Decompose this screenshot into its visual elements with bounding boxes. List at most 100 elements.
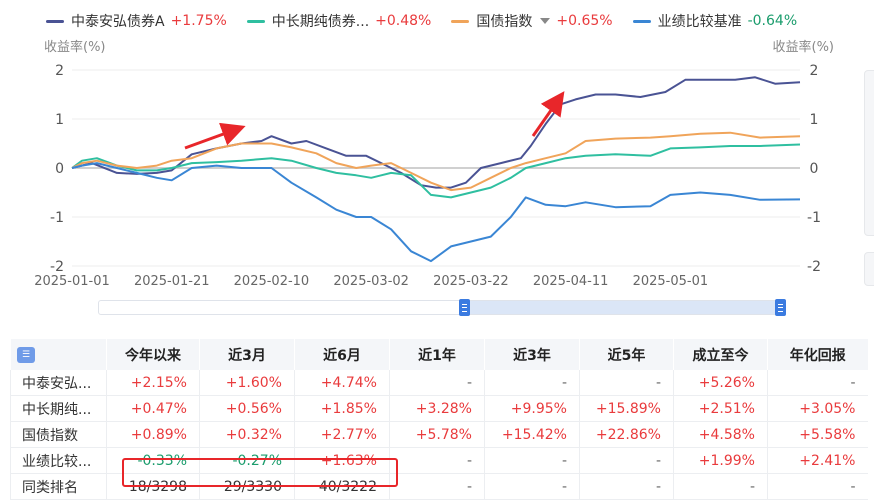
table-cell: - xyxy=(484,447,580,474)
column-header: 近1年 xyxy=(389,339,485,370)
series-line xyxy=(71,143,801,199)
table-row: 业绩比较... -0.33% -0.27% +1.63% - - - +1.99% +2.41% xyxy=(10,447,868,474)
legend-swatch xyxy=(246,19,265,23)
y-axis-title-right: 收益率(%) xyxy=(773,39,835,55)
table-row: 同类排名 18/3298 29/3330 40/3222- - - - - xyxy=(10,473,868,500)
legend-value: +1.75% xyxy=(170,13,227,29)
table-cell: +5.58% xyxy=(767,421,868,448)
table-row: 中长期纯... +0.47% +0.56% +1.85% +3.28% +9.95% +15… xyxy=(10,395,868,422)
table-header-row: ☰ 今年以来 近3月 近6月 近1年 近3年 近5年 成立至今 年化回报 xyxy=(10,339,868,370)
date-range-slider[interactable] xyxy=(98,299,786,316)
table-cell: - xyxy=(484,370,580,396)
row-label: 中泰安弘... xyxy=(10,370,107,396)
table-cell: +0.32% xyxy=(199,421,295,448)
x-tick-label: 2025-04-11 xyxy=(533,274,609,289)
table-row: 中泰安弘... +2.15% +1.60% +4.74% - - - +5.26% - xyxy=(10,370,868,396)
legend-item[interactable]: 业绩比较基准 -0.64% xyxy=(632,11,798,31)
y-tick-label-left: -1 xyxy=(50,210,64,226)
annotation-arrow-1 xyxy=(184,122,246,150)
y-tick-label-left: 1 xyxy=(55,112,64,128)
table-cell: - xyxy=(673,473,768,500)
table-cell: +9.95% xyxy=(484,395,580,422)
side-panel-tab-secondary[interactable] xyxy=(864,252,874,286)
legend-swatch xyxy=(46,19,64,23)
legend-value: -0.64% xyxy=(747,13,798,29)
table-cell: 40/3222 xyxy=(294,473,390,500)
chart-legend: 中泰安弘债券A +1.75% 中长期纯债券... +0.48% 国债指数 +0.65% 业绩… xyxy=(46,8,817,34)
y-tick-label-left: -2 xyxy=(50,259,64,275)
table-cell: +15.42% xyxy=(484,421,580,448)
caret-down-icon[interactable] xyxy=(540,18,551,24)
y-tick-label-right: -2 xyxy=(807,259,821,275)
table-cell: +2.51% xyxy=(673,395,768,422)
table-cell: +1.63% xyxy=(294,447,390,474)
y-axis-title-left: 收益率(%) xyxy=(44,39,106,55)
table-cell: - xyxy=(767,473,868,500)
series-line xyxy=(71,131,801,192)
legend-value: +0.48% xyxy=(375,13,432,29)
table-cell: +1.60% xyxy=(199,370,295,396)
table-cell: +22.86% xyxy=(579,421,674,448)
y-tick-label-right: -1 xyxy=(807,210,821,226)
table-cell: +0.47% xyxy=(106,395,200,422)
y-tick-label-left: 2 xyxy=(55,63,64,79)
table-cell: - xyxy=(389,447,485,474)
slider-selected-range xyxy=(465,301,781,314)
legend-item[interactable]: 国债指数 +0.65% xyxy=(451,11,613,31)
x-tick-label: 2025-05-01 xyxy=(633,274,709,289)
table-cell: +5.26% xyxy=(673,370,768,396)
row-label: 业绩比较... xyxy=(10,447,107,474)
x-tick-label: 2025-01-21 xyxy=(134,274,210,289)
series-line xyxy=(71,162,801,263)
table-cell: - xyxy=(389,370,485,396)
side-panel-tab[interactable] xyxy=(864,70,874,236)
table-cell: +2.15% xyxy=(106,370,200,396)
row-label: 中长期纯... xyxy=(10,395,107,422)
column-header: 成立至今 xyxy=(673,339,768,370)
table-cell: +2.41% xyxy=(767,447,868,474)
legend-swatch xyxy=(451,19,470,23)
y-tick-label-right: 2 xyxy=(810,63,819,79)
table-cell: - xyxy=(389,473,485,500)
legend-value: +0.65% xyxy=(556,13,613,29)
column-header: 近5年 xyxy=(579,339,674,370)
table-cell: +0.89% xyxy=(106,421,200,448)
table-cell: +1.85% xyxy=(294,395,390,422)
table-settings-icon[interactable]: ☰ xyxy=(17,346,35,363)
performance-table: ☰ 今年以来 近3月 近6月 近1年 近3年 近5年 成立至今 年化回报 中泰安弘... +2.… xyxy=(10,339,868,500)
legend-label: 业绩比较基准 xyxy=(657,14,742,30)
legend-item[interactable]: 中长期纯债券... +0.48% xyxy=(246,11,432,31)
column-header: 近3年 xyxy=(484,339,580,370)
table-cell: - xyxy=(579,473,674,500)
table-corner[interactable]: ☰ xyxy=(10,339,107,370)
x-tick-label: 2025-03-02 xyxy=(333,274,409,289)
column-header: 近6月 xyxy=(294,339,390,370)
legend-item[interactable]: 中泰安弘债券A +1.75% xyxy=(46,11,227,31)
table-cell: +5.78% xyxy=(389,421,485,448)
table-row: 国债指数 +0.89% +0.32% +2.77% +5.78% +15.42% +22.8… xyxy=(10,421,868,448)
x-tick-label: 2025-03-22 xyxy=(433,274,509,289)
slider-right-handle[interactable] xyxy=(775,299,786,316)
y-tick-label-left: 0 xyxy=(55,161,64,177)
table-cell: -0.33% xyxy=(106,447,200,474)
legend-swatch xyxy=(632,19,651,23)
annotation-arrow-2 xyxy=(531,91,565,137)
table-cell: - xyxy=(579,447,674,474)
slider-left-handle[interactable] xyxy=(459,299,470,316)
table-cell: +3.05% xyxy=(767,395,868,422)
legend-label: 中长期纯债券... xyxy=(271,14,370,30)
table-cell: +4.58% xyxy=(673,421,768,448)
y-tick-label-right: 0 xyxy=(810,161,819,177)
series-line xyxy=(71,76,801,189)
x-tick-label: 2025-02-10 xyxy=(234,274,310,289)
table-cell: -0.27% xyxy=(199,447,295,474)
legend-label: 国债指数 xyxy=(476,14,533,30)
y-tick-label-right: 1 xyxy=(810,112,819,128)
column-header: 近3月 xyxy=(199,339,295,370)
column-header: 年化回报 xyxy=(767,339,868,370)
table-cell: 29/3330 xyxy=(199,473,295,500)
row-label: 同类排名 xyxy=(10,473,107,500)
table-cell: +3.28% xyxy=(389,395,485,422)
table-cell: +0.56% xyxy=(199,395,295,422)
table-cell: +1.99% xyxy=(673,447,768,474)
